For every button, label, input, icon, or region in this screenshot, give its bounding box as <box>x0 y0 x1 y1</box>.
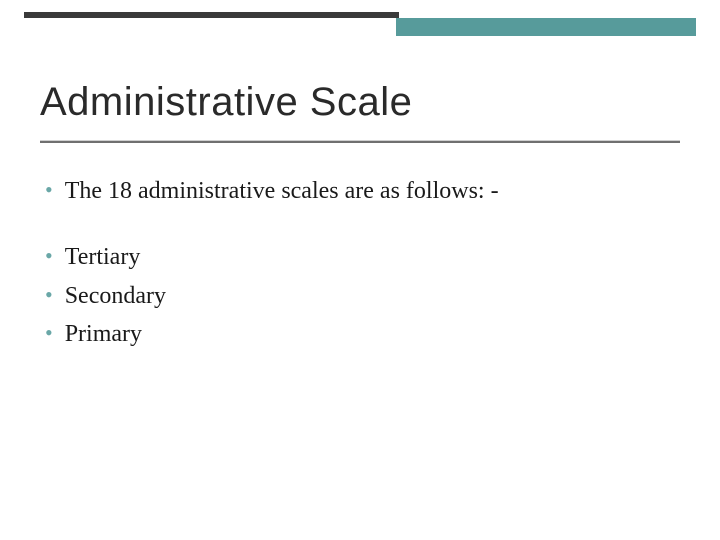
intro-text: The 18 administrative scales are as foll… <box>65 175 675 207</box>
list-item: • Primary <box>45 318 675 350</box>
decor-bar-teal <box>396 18 696 36</box>
bullet-icon: • <box>45 241 53 272</box>
slide-content: • The 18 administrative scales are as fo… <box>45 175 675 357</box>
list-item-text: Secondary <box>65 280 675 312</box>
list-item-text: Tertiary <box>65 241 675 273</box>
list-item-text: Primary <box>65 318 675 350</box>
title-underline-dark <box>40 141 680 143</box>
bullet-icon: • <box>45 175 53 206</box>
intro-line: • The 18 administrative scales are as fo… <box>45 175 675 207</box>
spacer <box>45 213 675 241</box>
list-item: • Secondary <box>45 280 675 312</box>
slide: Administrative Scale • The 18 administra… <box>0 0 720 540</box>
decor-bar-dark <box>24 12 399 18</box>
bullet-icon: • <box>45 318 53 349</box>
bullet-icon: • <box>45 280 53 311</box>
list-item: • Tertiary <box>45 241 675 273</box>
slide-title: Administrative Scale <box>40 80 412 125</box>
